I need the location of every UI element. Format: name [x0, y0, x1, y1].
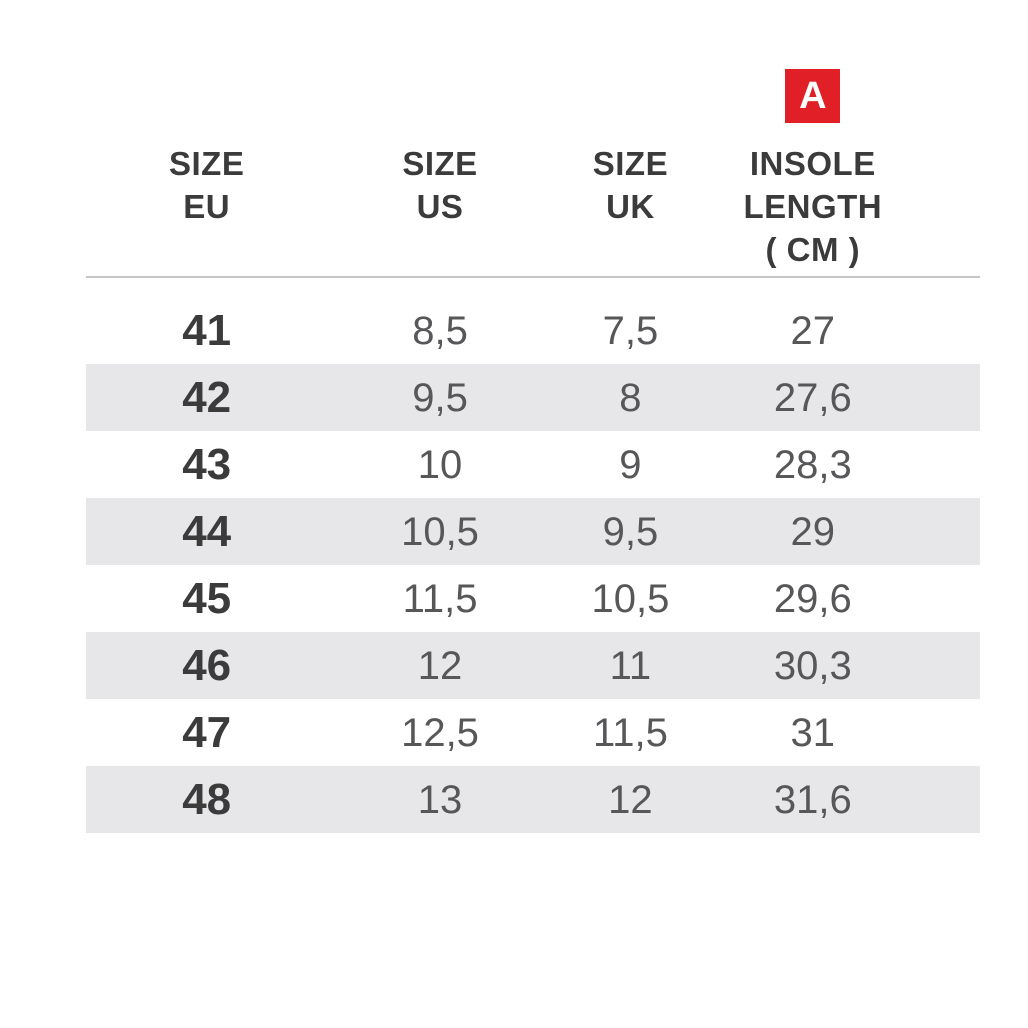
cell-insole-length: 28,3	[773, 442, 852, 487]
table-row: 44 10,5 9,5 29	[86, 498, 980, 565]
header-line: SIZE	[169, 145, 245, 182]
cell-size-uk: 7,5	[602, 308, 659, 353]
header-line: UK	[606, 188, 655, 225]
cell-size-eu: 42	[182, 372, 232, 422]
cell-size-uk: 8	[619, 375, 642, 420]
column-header-size-eu: SIZE EU	[86, 142, 327, 271]
cell-size-uk: 9	[619, 442, 642, 487]
cell-size-uk: 11	[609, 643, 652, 688]
header-line: SIZE	[592, 145, 669, 182]
cell-insole-length: 27,6	[773, 375, 852, 420]
cell-insole-length: 30,3	[773, 643, 852, 688]
cell-size-eu: 45	[182, 573, 232, 623]
cell-size-eu: 41	[182, 305, 232, 355]
cell-size-us: 8,5	[412, 308, 468, 353]
cell-size-us: 11,5	[402, 576, 478, 621]
table-row: 45 11,5 10,5 29,6	[86, 565, 980, 632]
badge-cell: A	[708, 69, 917, 123]
cell-size-us: 12,5	[401, 710, 479, 755]
header-line: ( CM )	[765, 231, 861, 268]
cell-size-eu: 43	[182, 439, 232, 489]
cell-size-eu: 48	[182, 774, 232, 824]
cell-size-us: 13	[417, 777, 463, 822]
cell-size-eu: 47	[182, 707, 232, 757]
cell-insole-length: 29,6	[773, 576, 852, 621]
cell-size-uk: 12	[608, 777, 653, 822]
header-line: US	[416, 188, 464, 225]
column-header-size-us: SIZE US	[327, 142, 552, 271]
cell-size-us: 10	[417, 442, 463, 487]
cell-size-uk: 11,5	[592, 710, 668, 755]
cell-size-us: 9,5	[412, 375, 468, 420]
table-row: 43 10 9 28,3	[86, 431, 980, 498]
cell-size-us: 12	[417, 643, 463, 688]
table-row: 41 8,5 7,5 27	[86, 297, 980, 364]
table-row: 48 13 12 31,6	[86, 766, 980, 833]
cell-size-eu: 46	[182, 640, 232, 690]
badge-row: A	[86, 69, 980, 123]
cell-insole-length: 31,6	[773, 777, 852, 822]
table-row: 42 9,5 8 27,6	[86, 364, 980, 431]
column-header-size-uk: SIZE UK	[553, 142, 709, 271]
header-line: EU	[183, 188, 231, 225]
cell-size-uk: 9,5	[602, 509, 659, 554]
header-line: LENGTH	[743, 188, 883, 225]
cell-size-eu: 44	[182, 506, 232, 556]
cell-insole-length: 31	[790, 710, 836, 755]
table-row: 47 12,5 11,5 31	[86, 699, 980, 766]
table-body: 41 8,5 7,5 27 42 9,5 8 27,6 43 10 9 28,3…	[86, 297, 980, 833]
header-line: SIZE	[402, 145, 478, 182]
size-conversion-table: A SIZE EU SIZE US SIZE UK INSOLE LENGTH …	[86, 69, 980, 833]
cell-size-uk: 10,5	[591, 576, 670, 621]
header-line: INSOLE	[749, 145, 876, 182]
cell-size-us: 10,5	[401, 509, 479, 554]
cell-insole-length: 27	[790, 308, 836, 353]
insole-length-badge: A	[785, 69, 841, 123]
table-header: SIZE EU SIZE US SIZE UK INSOLE LENGTH ( …	[86, 142, 980, 278]
cell-insole-length: 29	[790, 509, 836, 554]
table-row: 46 12 11 30,3	[86, 632, 980, 699]
column-header-insole-length: INSOLE LENGTH ( CM )	[708, 142, 917, 271]
